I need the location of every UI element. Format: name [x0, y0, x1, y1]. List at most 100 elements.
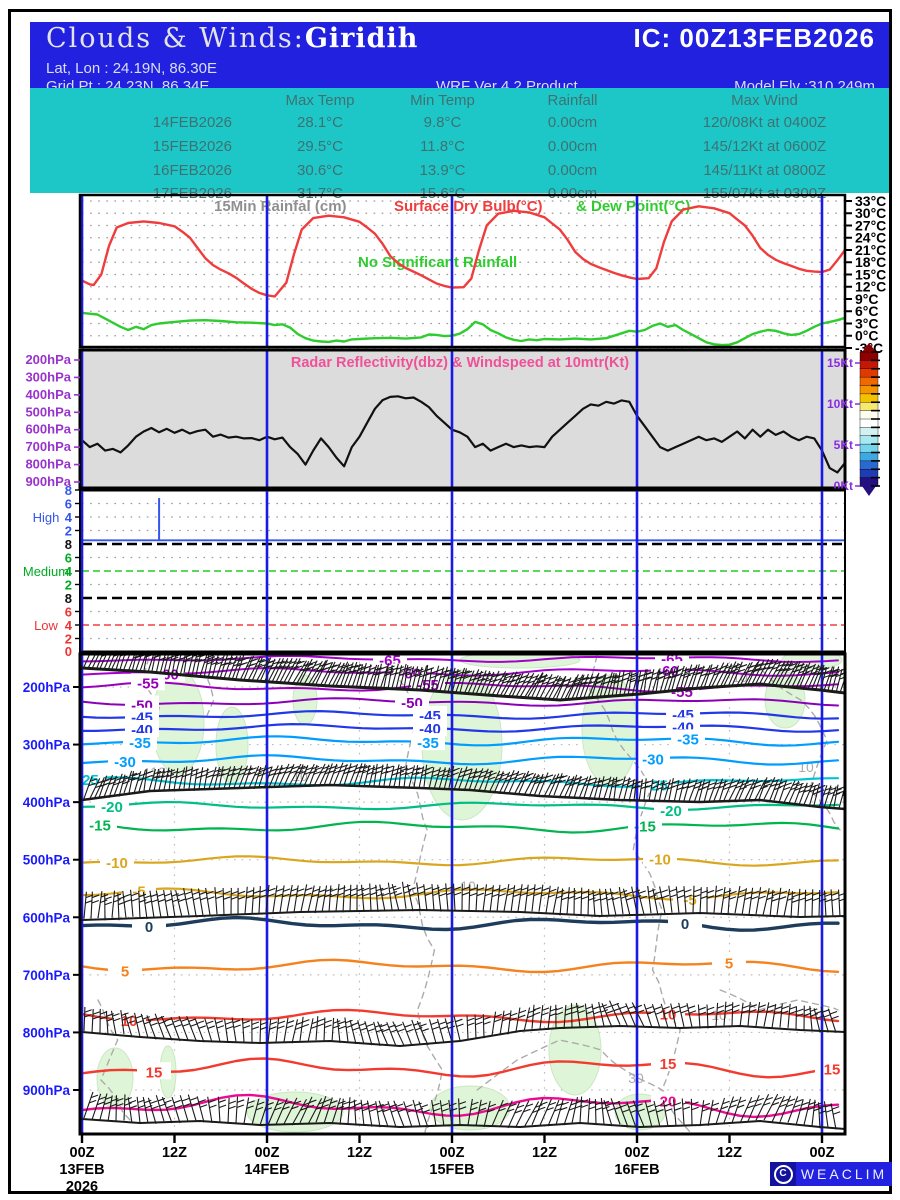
svg-text:200hPa: 200hPa — [25, 352, 71, 367]
surface-meteogram-chart: 15Min Rainfal (cm) Surface Dry Bulb(°C) & … — [78, 193, 886, 356]
svg-text:600hPa: 600hPa — [23, 910, 71, 925]
svg-text:15Min Rainfal (cm): 15Min Rainfal (cm) — [214, 198, 347, 215]
table-row: 16FEB2026 30.6°C 13.9°C 0.00cm 145/11Kt … — [30, 162, 889, 179]
svg-text:Low: Low — [34, 618, 58, 633]
svg-text:0°C: 0°C — [855, 328, 879, 344]
svg-text:2026: 2026 — [66, 1179, 98, 1195]
title-city: Giridih — [304, 23, 419, 54]
svg-text:No Significant Rainfall: No Significant Rainfall — [358, 254, 517, 271]
svg-text:5Kt: 5Kt — [834, 438, 853, 452]
svg-text:15°C: 15°C — [855, 266, 886, 282]
col-header-rainfall: Rainfall — [547, 92, 598, 109]
svg-text:0: 0 — [65, 644, 72, 659]
svg-text:13FEB: 13FEB — [59, 1162, 104, 1178]
svg-text:High: High — [33, 510, 60, 525]
svg-text:Medium: Medium — [23, 564, 69, 579]
svg-text:15Kt: 15Kt — [827, 356, 853, 370]
svg-text:15FEB: 15FEB — [429, 1162, 474, 1178]
svg-text:8: 8 — [65, 483, 72, 498]
svg-text:300hPa: 300hPa — [23, 738, 71, 753]
rainfall-cell: 0.00cm — [547, 114, 598, 131]
svg-text:400hPa: 400hPa — [25, 387, 71, 402]
max-wind-cell: 145/11Kt at 0800Z — [703, 162, 826, 179]
date-cell: 16FEB2026 — [152, 162, 232, 179]
init-condition-label: IC: 00Z13FEB2026 — [633, 23, 875, 53]
svg-text:2: 2 — [65, 524, 72, 539]
svg-text:-10: -10 — [649, 852, 671, 869]
svg-text:6: 6 — [65, 605, 72, 620]
title-prefix: Clouds & Winds: — [46, 23, 305, 54]
wind-barb-band — [81, 1091, 845, 1130]
svg-text:00Z: 00Z — [809, 1145, 834, 1161]
max-temp-cell: 30.6°C — [296, 162, 344, 179]
svg-text:4: 4 — [65, 564, 73, 579]
copyright-letter: C — [773, 1164, 793, 1184]
page-border — [8, 9, 892, 1194]
svg-text:700hPa: 700hPa — [25, 439, 71, 454]
copyright-icon: C — [770, 1162, 796, 1186]
svg-text:18°C: 18°C — [855, 254, 886, 270]
wind-barb-band — [80, 762, 845, 811]
svg-text:5: 5 — [121, 963, 129, 980]
max-temp-cell: 28.1°C — [296, 114, 344, 131]
svg-text:500hPa: 500hPa — [25, 404, 71, 419]
svg-text:2: 2 — [65, 578, 72, 593]
cross-section-chart: 1010101010101030-65-65-60-60-60-55-55-55… — [23, 652, 847, 1136]
svg-text:6: 6 — [65, 551, 72, 566]
svg-text:10: 10 — [121, 1013, 138, 1030]
svg-text:16FEB: 16FEB — [614, 1162, 659, 1178]
svg-text:-30: -30 — [114, 754, 136, 771]
svg-text:8: 8 — [65, 537, 72, 552]
svg-text:8: 8 — [65, 591, 72, 606]
svg-text:21°C: 21°C — [855, 242, 886, 258]
col-header-max-temp: Max Temp — [285, 92, 355, 109]
svg-text:-15: -15 — [89, 817, 111, 834]
svg-text:600hPa: 600hPa — [25, 422, 71, 437]
wind-barb-band — [81, 1000, 845, 1047]
max-wind-cell: 145/12Kt at 0600Z — [702, 138, 827, 155]
svg-text:300hPa: 300hPa — [25, 369, 71, 384]
svg-text:-55: -55 — [671, 684, 693, 701]
svg-text:800hPa: 800hPa — [25, 457, 71, 472]
svg-text:30°C: 30°C — [855, 205, 886, 221]
svg-text:00Z: 00Z — [254, 1145, 279, 1161]
svg-text:6: 6 — [65, 497, 72, 512]
svg-text:00Z: 00Z — [70, 1145, 95, 1161]
svg-text:-10: -10 — [106, 855, 128, 872]
svg-text:900hPa: 900hPa — [25, 474, 71, 489]
svg-text:3°C: 3°C — [855, 315, 879, 331]
table-row: 15FEB2026 29.5°C 11.8°C 0.00cm 145/12Kt … — [30, 138, 889, 155]
svg-text:00Z: 00Z — [439, 1145, 464, 1161]
table-row: 17FEB2026 31.7°C 15.6°C 0.00cm 155/07Kt … — [30, 185, 889, 202]
svg-text:5: 5 — [725, 955, 733, 972]
svg-text:400hPa: 400hPa — [23, 795, 71, 810]
max-wind-cell: 120/08Kt at 0400Z — [702, 114, 827, 131]
svg-text:12Z: 12Z — [347, 1145, 372, 1161]
rainfall-cell: 0.00cm — [547, 162, 598, 179]
radar-windspeed-chart: Radar Reflectivity(dbz) & Windspeed at 1… — [25, 348, 847, 490]
svg-text:800hPa: 800hPa — [23, 1025, 71, 1040]
logo-wordmark: WEACLIM — [800, 1166, 888, 1182]
svg-text:9°C: 9°C — [855, 291, 879, 307]
svg-text:500hPa: 500hPa — [23, 853, 71, 868]
cross-section-inner: 1010101010101030-65-65-60-60-60-55-55-55… — [77, 654, 845, 1134]
svg-text:-15: -15 — [634, 818, 656, 835]
svg-text:2: 2 — [65, 632, 72, 647]
svg-text:0: 0 — [681, 916, 689, 933]
svg-text:4: 4 — [65, 618, 73, 633]
svg-text:700hPa: 700hPa — [23, 968, 71, 983]
svg-text:-20: -20 — [660, 803, 682, 820]
svg-text:14FEB: 14FEB — [244, 1162, 289, 1178]
svg-text:33°C: 33°C — [855, 193, 886, 209]
rainfall-cell: 0.00cm — [547, 185, 598, 202]
svg-text:12°C: 12°C — [855, 279, 886, 295]
min-temp-cell: 9.8°C — [423, 114, 462, 131]
max-temp-cell: 31.7°C — [296, 185, 344, 202]
svg-text:Radar Reflectivity(dbz) & Wind: Radar Reflectivity(dbz) & Windspeed at 1… — [291, 355, 629, 371]
svg-text:-25: -25 — [77, 772, 99, 789]
svg-text:12Z: 12Z — [717, 1145, 742, 1161]
svg-text:900hPa: 900hPa — [23, 1083, 71, 1098]
